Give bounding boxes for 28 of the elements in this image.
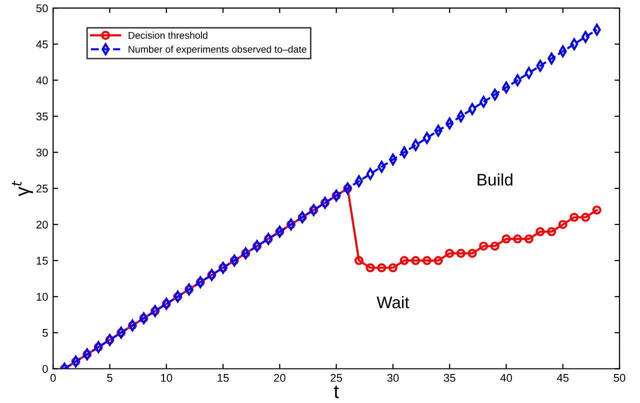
x-tick-label: 40 — [500, 374, 512, 382]
y-tick-label: 50 — [36, 4, 48, 12]
annotation: Wait — [376, 296, 410, 308]
x-tick-label: 50 — [614, 374, 626, 382]
y-tick-label: 40 — [36, 76, 48, 84]
y-tick-label: 25 — [36, 184, 48, 193]
x-tick-label: 35 — [444, 374, 456, 382]
x-tick-label: 15 — [218, 374, 229, 382]
x-tick-label: 30 — [387, 374, 399, 382]
legend-label: Number of experiments observed to–date — [128, 46, 306, 55]
y-tick-label: 15 — [36, 256, 48, 265]
x-tick-label: 10 — [161, 374, 172, 382]
legend-label: Decision threshold — [128, 32, 208, 39]
x-tick-label: 0 — [50, 374, 56, 382]
x-axis-title: t — [334, 385, 339, 398]
x-tick-label: 20 — [274, 374, 286, 382]
y-tick-label: 20 — [36, 220, 48, 229]
x-tick-label: 5 — [107, 374, 112, 382]
y-axis-title: γ$^{t}$ — [12, 180, 33, 196]
y-tick-label: 30 — [36, 148, 48, 156]
x-tick-label: 25 — [330, 374, 342, 382]
x-tick-label: 45 — [556, 374, 569, 382]
y-tick-label: 10 — [36, 292, 48, 301]
y-tick-label: 45 — [36, 40, 48, 48]
y-tick-label: 5 — [42, 329, 48, 337]
y-tick-label: 0 — [42, 365, 48, 373]
y-tick-label: 35 — [36, 112, 48, 120]
annotation: Build — [478, 173, 512, 186]
